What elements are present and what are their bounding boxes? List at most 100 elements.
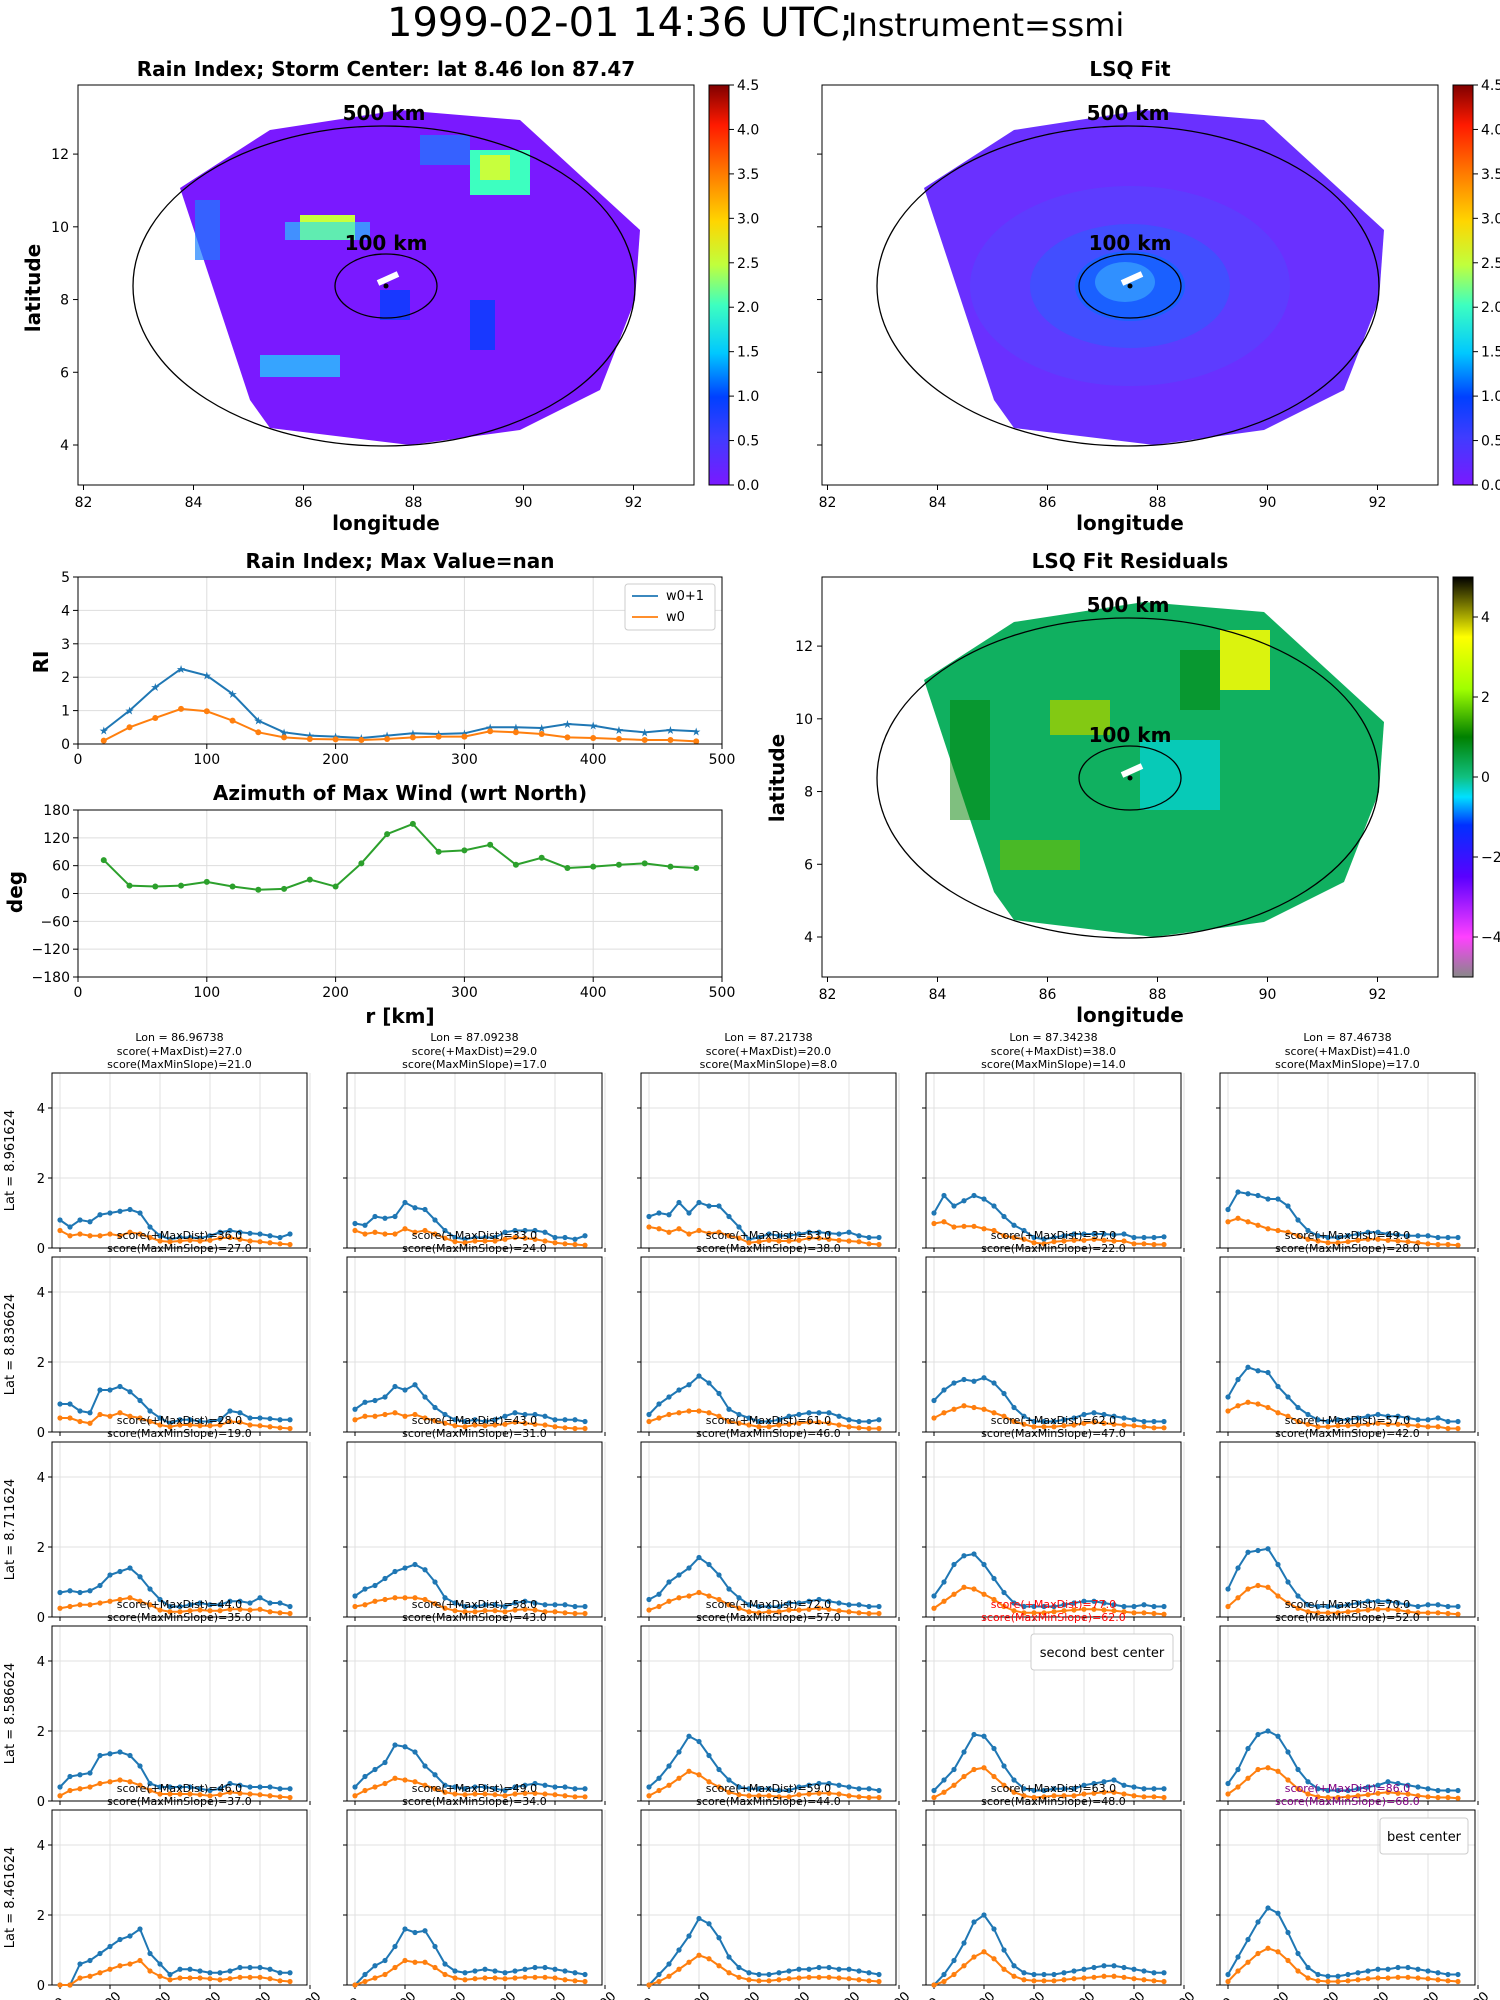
w0-point xyxy=(676,1595,682,1601)
w0p1-point xyxy=(1071,1786,1077,1792)
w0p1-point xyxy=(696,1199,702,1206)
w0-point xyxy=(806,1606,812,1612)
w0p1-point xyxy=(117,1208,123,1214)
resid-map-panel: LSQ Fit Residuals 500 km 100 km 82 84 86 88… xyxy=(765,549,1500,1027)
w0-point xyxy=(137,1782,143,1788)
w0p1-point xyxy=(776,1787,782,1794)
grid-cell-frame xyxy=(346,1625,603,1802)
w0-point xyxy=(432,1418,438,1424)
w0-point xyxy=(693,738,700,745)
grid-cell-frame xyxy=(51,1256,308,1433)
w0-point xyxy=(482,1423,488,1429)
w0p1-point xyxy=(362,1399,368,1405)
w0-point xyxy=(1021,1421,1027,1427)
grid-score-maxminslope: score(MaxMinSlope)=31.0 xyxy=(402,1427,547,1440)
w0p1-point xyxy=(77,1772,83,1778)
w0-point xyxy=(237,1790,243,1796)
w0p1-point: ★ xyxy=(408,727,418,740)
w0p1-point xyxy=(257,1415,263,1421)
w0p1-point xyxy=(442,1782,448,1788)
w0-point xyxy=(1235,1595,1241,1601)
w0-point xyxy=(1335,1423,1341,1429)
w0p1-point xyxy=(981,1912,987,1918)
w0p1-point xyxy=(1355,1970,1361,1976)
w0p1-point xyxy=(716,1572,722,1578)
grid-cell-frame xyxy=(346,1256,603,1433)
w0-point xyxy=(1071,1422,1077,1428)
ytick-label: 2 xyxy=(37,1172,45,1187)
w0p1-point xyxy=(147,1408,153,1414)
resid-colorbar xyxy=(1452,576,1474,978)
w0p1-point xyxy=(1445,1971,1451,1978)
azimuth-point xyxy=(281,885,288,892)
w0-point xyxy=(1131,1423,1137,1429)
w0-point xyxy=(462,1609,468,1615)
w0-point xyxy=(1111,1608,1117,1614)
grid-score-maxminslope: score(MaxMinSlope)=52.0 xyxy=(1275,1611,1420,1624)
second-best-legend-box xyxy=(1030,1633,1174,1671)
w0-point xyxy=(1255,1222,1261,1228)
w0p1-point xyxy=(197,1968,203,1974)
azimuth-point xyxy=(152,883,159,890)
w0-point xyxy=(542,1974,548,1980)
resid-ring-100 xyxy=(1078,745,1182,811)
w0-point xyxy=(97,1411,103,1418)
w0-point xyxy=(716,1963,722,1969)
w0p1-point xyxy=(227,1780,233,1787)
w0-point xyxy=(1375,1790,1381,1796)
grid-score-maxminslope: score(MaxMinSlope)=14.0 xyxy=(981,1058,1126,1071)
xtick-label: 400 xyxy=(580,985,607,1001)
w0p1-point xyxy=(1101,1779,1107,1785)
w0p1-point xyxy=(826,1410,832,1416)
azimuth-panel: Azimuth of Max Wind (wrt North) deg r [k… xyxy=(3,781,735,1028)
grid-cell: score(+MaxDist)=49.0score(MaxMinSlope)=3… xyxy=(343,1782,619,2000)
w0p1-point xyxy=(532,1964,538,1971)
resid-ring-label-500: 500 km xyxy=(1087,593,1170,617)
w0-point xyxy=(726,1602,732,1608)
w0p1-point xyxy=(582,1233,588,1239)
w0-point xyxy=(372,1413,378,1419)
azimuth-point xyxy=(590,863,597,870)
w0p1-point xyxy=(237,1229,243,1235)
w0p1-point xyxy=(1021,1786,1027,1792)
w0-point xyxy=(207,1793,213,1799)
w0p1-point xyxy=(1001,1763,1007,1769)
w0p1-point xyxy=(816,1964,822,1971)
w0-point xyxy=(255,729,262,736)
rain-band-3 xyxy=(420,135,470,165)
rain-band-5 xyxy=(470,300,495,350)
w0-point xyxy=(746,1793,752,1799)
grid-score-maxminslope: score(MaxMinSlope)=8.0 xyxy=(700,1058,838,1071)
w0-point xyxy=(227,1789,233,1795)
w0p1-point xyxy=(646,1784,652,1790)
w0-point xyxy=(442,1789,448,1795)
w0p1-point xyxy=(107,1210,113,1216)
w0p1-point xyxy=(57,1589,63,1596)
w0p1-point: ★ xyxy=(588,720,598,733)
w0-point xyxy=(107,1231,113,1237)
w0p1-point xyxy=(1435,1415,1441,1421)
w0-point xyxy=(117,1410,123,1416)
w0-point xyxy=(786,1421,792,1427)
grid-cell: score(+MaxDist)=44.0score(MaxMinSlope)=3… xyxy=(3,1598,311,1810)
w0p1-point xyxy=(422,1206,428,1213)
w0-point xyxy=(402,1777,408,1783)
w0-point xyxy=(1151,1794,1157,1800)
w0-point xyxy=(776,1977,782,1983)
w0p1-point xyxy=(482,1966,488,1972)
ytick-label: 10 xyxy=(51,220,69,236)
w0-point xyxy=(1405,1609,1411,1615)
w0-point xyxy=(646,1224,652,1230)
w0p1-point xyxy=(1121,1415,1127,1421)
w0-point xyxy=(197,1792,203,1798)
w0-point xyxy=(766,1424,772,1430)
w0p1-point xyxy=(372,1766,378,1773)
w0p1-point xyxy=(1061,1233,1067,1239)
grid-cell-frame xyxy=(640,1625,897,1802)
grid-cell: Lon = 87.46738score(+MaxDist)=41.0score(… xyxy=(1216,1031,1479,1252)
w0-point xyxy=(1435,1794,1441,1801)
w0p1-point xyxy=(951,1380,957,1386)
grid-score-maxminslope: score(MaxMinSlope)=57.0 xyxy=(696,1611,841,1624)
w0-point xyxy=(1031,1794,1037,1801)
w0p1-point xyxy=(941,1387,947,1393)
